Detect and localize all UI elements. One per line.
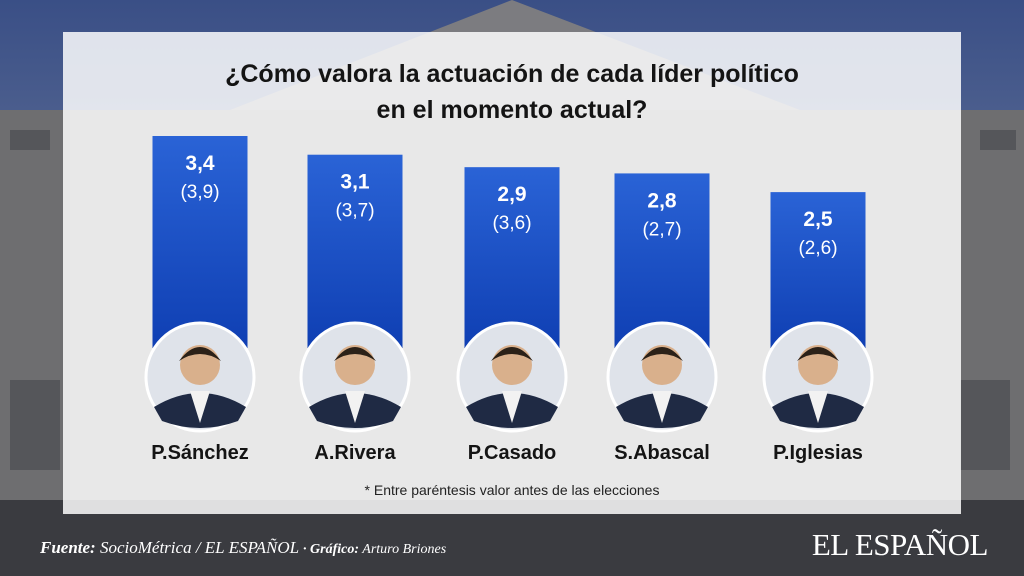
person-portrait-icon <box>299 321 411 433</box>
person-portrait-icon <box>606 321 718 433</box>
bar-1 <box>152 136 248 348</box>
publisher-logo: EL ESPAÑOL <box>811 527 989 562</box>
previous-value-label-4: (2,7) <box>642 219 681 240</box>
source-text: SocioMétrica / EL ESPAÑOL <box>99 538 299 557</box>
previous-value-label-2: (3,7) <box>335 201 374 222</box>
value-label-1: 3,4 <box>185 152 215 175</box>
source-credit: Fuente: SocioMétrica / EL ESPAÑOL · Gráf… <box>40 538 446 558</box>
value-label-3: 2,9 <box>497 183 526 206</box>
category-label-5: P.Iglesias <box>773 442 863 464</box>
person-portrait-icon <box>456 321 568 433</box>
previous-value-label-3: (3,6) <box>492 213 531 234</box>
chart-title-line-2: en el momento actual? <box>376 96 648 124</box>
value-label-2: 3,1 <box>340 171 370 194</box>
bar-3 <box>464 167 560 348</box>
previous-value-label-1: (3,9) <box>180 182 219 203</box>
graphic-author: Arturo Briones <box>362 542 447 557</box>
person-portrait-icon <box>762 321 874 433</box>
category-label-2: A.Rivera <box>314 442 396 464</box>
category-label-1: P.Sánchez <box>151 442 248 464</box>
bar-4 <box>614 173 710 348</box>
category-label-3: P.Casado <box>468 442 557 464</box>
source-label: Fuente: <box>40 538 96 557</box>
value-label-4: 2,8 <box>647 189 677 212</box>
bar-2 <box>307 154 403 348</box>
value-label-5: 2,5 <box>803 208 833 231</box>
graphic-label: · Gráfico: <box>303 542 360 557</box>
previous-value-label-5: (2,6) <box>798 238 837 259</box>
person-portrait-icon <box>144 321 256 433</box>
category-label-4: S.Abascal <box>614 442 710 464</box>
footnote: * Entre paréntesis valor antes de las el… <box>364 482 660 498</box>
chart-title-line-1: ¿Cómo valora la actuación de cada líder … <box>225 60 799 88</box>
